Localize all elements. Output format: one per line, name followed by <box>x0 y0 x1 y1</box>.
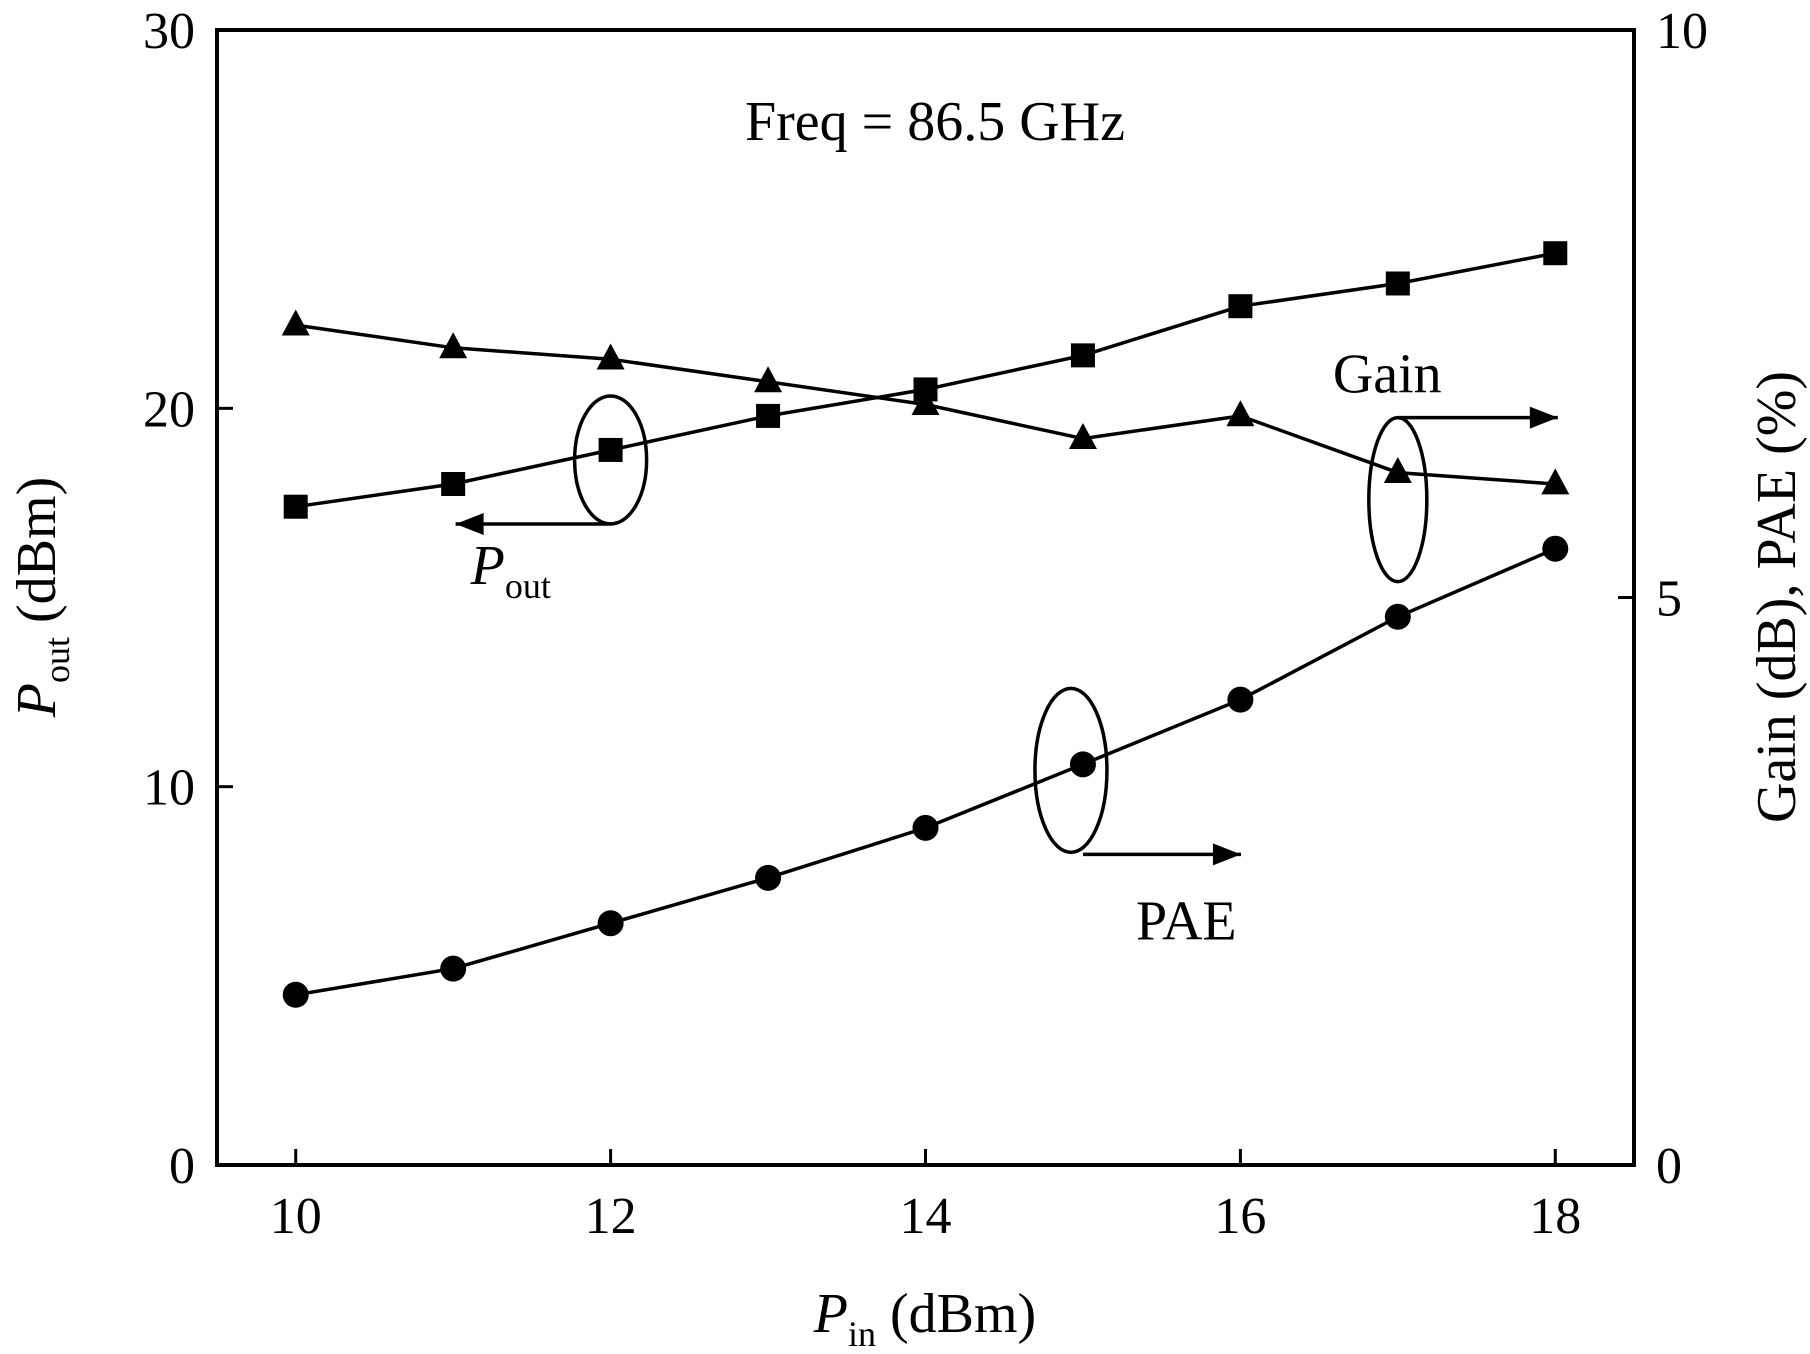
y-left-tick-label: 20 <box>143 381 195 438</box>
gain-point <box>754 366 783 393</box>
pout-point <box>1070 343 1095 368</box>
y-left-axis-title-unit: (dBm) <box>6 477 68 637</box>
y-left-tick-label: 0 <box>169 1138 195 1195</box>
gain-point <box>281 309 310 336</box>
y-left-tick-label: 30 <box>143 3 195 60</box>
y-right-tick-label: 5 <box>1656 571 1682 628</box>
pae-point <box>1542 535 1569 562</box>
pout-callout-arrow-head <box>455 512 484 535</box>
gain-callout-arrow-head <box>1529 406 1558 429</box>
x-axis-title-main: P <box>813 1283 848 1345</box>
gain-point <box>911 388 940 415</box>
pout-callout-label-sub: out <box>505 566 551 606</box>
y-left-axis-title-sub: out <box>37 637 77 683</box>
pae-callout-arrow-head <box>1212 843 1241 866</box>
pae-point <box>912 814 939 841</box>
pae-point <box>597 910 624 937</box>
x-tick-label: 10 <box>270 1188 322 1245</box>
gain-point <box>1383 457 1412 484</box>
pout-callout-label-main: P <box>470 535 505 597</box>
pout-point <box>283 494 308 519</box>
y-left-axis-title-main: P <box>6 683 68 718</box>
pout-point <box>1228 294 1253 319</box>
y-right-tick-label: 0 <box>1656 1138 1682 1195</box>
gain-point <box>1068 423 1097 449</box>
y-right-axis-title: Gain (dB), PAE (%) <box>1746 371 1808 823</box>
x-tick-label: 12 <box>585 1188 637 1245</box>
frequency-annotation: Freq = 86.5 GHz <box>745 91 1125 153</box>
gain-callout-label: Gain <box>1333 344 1442 406</box>
plot-frame <box>215 28 1636 1167</box>
pout-callout-label: Pout <box>470 535 551 606</box>
pae-point <box>1069 751 1096 778</box>
x-tick-label: 16 <box>1214 1188 1266 1245</box>
pae-callout-ellipse <box>1033 686 1109 855</box>
pae-point <box>755 864 782 891</box>
pae-point <box>282 981 309 1008</box>
x-axis-title: Pin (dBm) <box>813 1283 1036 1354</box>
gain-point <box>1541 468 1570 495</box>
pout-point <box>1543 241 1568 266</box>
gain-callout-ellipse <box>1367 415 1429 584</box>
pae-point <box>1227 686 1254 713</box>
y-left-tick-label: 10 <box>143 760 195 817</box>
axis-ticks: 10 12 14 16 18 0 10 20 30 0 5 10 <box>143 3 1708 1245</box>
gain-point <box>1226 400 1255 427</box>
gain-point <box>596 343 625 370</box>
pout-point <box>598 437 623 462</box>
pae-point <box>1384 603 1411 630</box>
gain-point <box>439 332 468 359</box>
x-axis-title-unit: (dBm) <box>876 1283 1036 1345</box>
x-tick-label: 18 <box>1529 1188 1581 1245</box>
y-left-axis-title: Pout (dBm) <box>6 477 77 718</box>
pae-point <box>440 955 467 982</box>
y-right-tick-label: 10 <box>1656 3 1708 60</box>
callout-layer: Pout Gain PAE <box>455 344 1558 952</box>
pae-callout-label: PAE <box>1136 890 1237 952</box>
x-axis-title-sub: in <box>848 1314 876 1354</box>
pout-point <box>441 472 466 496</box>
pout-point <box>756 403 781 428</box>
pae-line <box>295 547 1556 997</box>
x-tick-label: 14 <box>900 1188 952 1245</box>
series-layer <box>281 241 1570 1008</box>
pout-point <box>1385 271 1410 296</box>
